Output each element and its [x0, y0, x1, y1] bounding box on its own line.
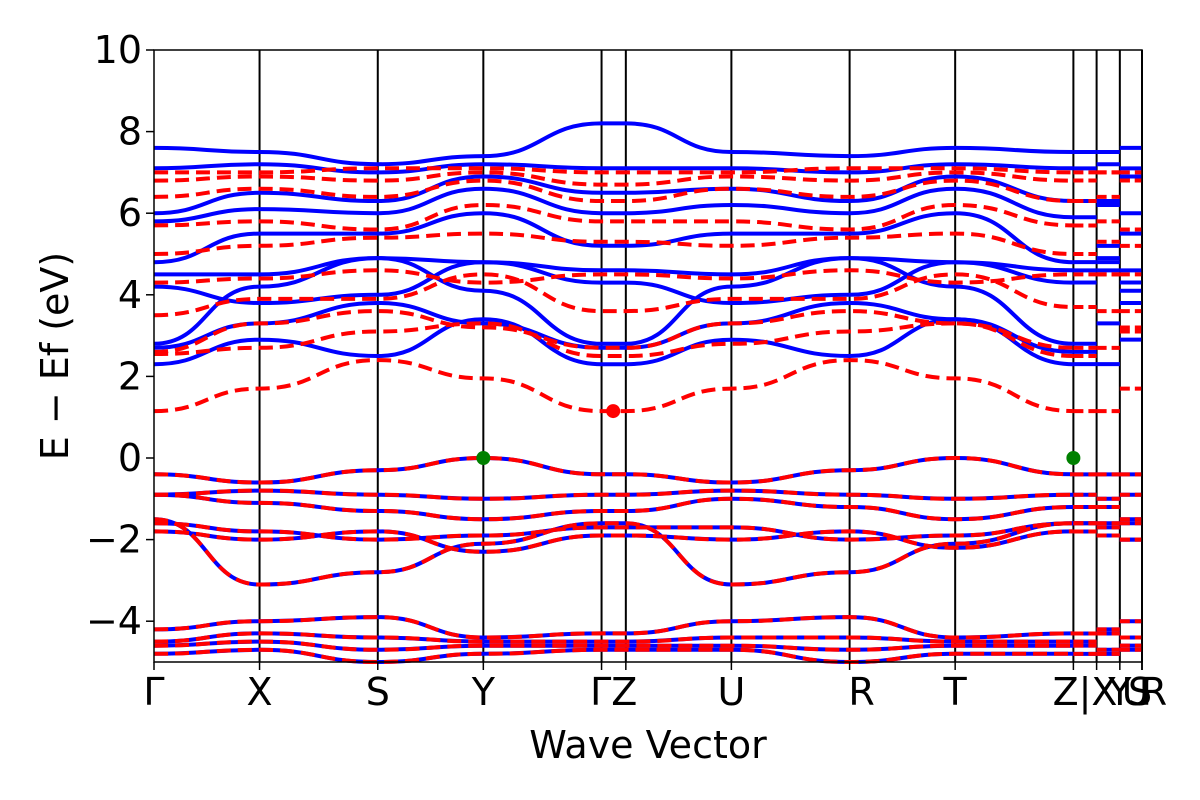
solid-band-15	[153, 211, 1074, 265]
x-tick-label-7: T	[943, 670, 968, 714]
x-tick-label-0: Γ	[143, 670, 164, 714]
x-tick-label-6: R	[848, 670, 874, 714]
dashed-band-12	[153, 309, 1074, 354]
x-axis-title: Wave Vector	[529, 723, 767, 767]
x-tick-label-10: U	[1122, 670, 1150, 714]
dashed-band-14	[153, 268, 1074, 285]
dashed-band-16	[153, 202, 1074, 232]
dashed-band-18	[153, 170, 1074, 187]
dashed-band-13	[153, 272, 1074, 318]
band-edge-marker-2	[606, 404, 621, 419]
x-tick-label-4: ΓZ	[590, 670, 637, 714]
y-tick-label-1: −2	[86, 518, 142, 562]
y-tick-label-3: 2	[118, 354, 142, 398]
dashed-band-11	[153, 321, 1074, 358]
dashed-band-17	[153, 178, 1074, 203]
x-tick-label-8: Z|X	[1053, 670, 1118, 715]
x-tick-label-11: S	[1128, 670, 1152, 714]
y-tick-label-4: 4	[118, 273, 142, 317]
y-axis-title: E − Ef (eV)	[33, 252, 77, 461]
x-tick-label-12: R	[1141, 670, 1167, 714]
band-edge-marker-1	[1066, 451, 1081, 465]
y-tick-label-7: 10	[94, 28, 142, 72]
x-tick-label-2: S	[366, 670, 390, 714]
solid-band-19	[153, 121, 1074, 167]
y-tick-label-2: 0	[118, 436, 142, 480]
dashed-band-15	[153, 231, 1074, 256]
y-tick-label-5: 6	[118, 191, 142, 235]
y-axis-ticks: −4 −2 0 2 4 6 8 10	[86, 28, 154, 643]
solid-band-8	[153, 488, 1074, 501]
x-tick-label-3: Y	[471, 670, 496, 714]
dashed-band-4	[153, 517, 1074, 587]
y-tick-label-6: 8	[118, 110, 142, 154]
dashed-band-6	[153, 521, 1074, 542]
plot-frame	[153, 49, 1143, 663]
dashed-band-9	[153, 455, 1074, 485]
solid-band-16	[153, 186, 1074, 224]
dashed-band-2	[153, 639, 1074, 652]
band-edge-marker-0	[476, 451, 491, 465]
y-tick-label-0: −4	[86, 599, 142, 643]
solid-band-3	[153, 647, 1074, 665]
dashed-band-1	[153, 631, 1074, 644]
dashed-band-7	[153, 492, 1074, 522]
x-tick-label-9: Y	[1107, 670, 1132, 714]
solid-band-10	[153, 317, 1074, 367]
x-tick-label-5: U	[717, 670, 745, 714]
solid-band-18	[153, 162, 1074, 175]
band-edge-markers	[476, 404, 1081, 465]
dashed-band-0	[153, 615, 1074, 640]
dashed-band-5	[153, 529, 1074, 554]
solid-band-14	[154, 256, 1074, 277]
solid-band-13	[153, 260, 1074, 306]
x-tick-label-1: X	[247, 670, 273, 714]
